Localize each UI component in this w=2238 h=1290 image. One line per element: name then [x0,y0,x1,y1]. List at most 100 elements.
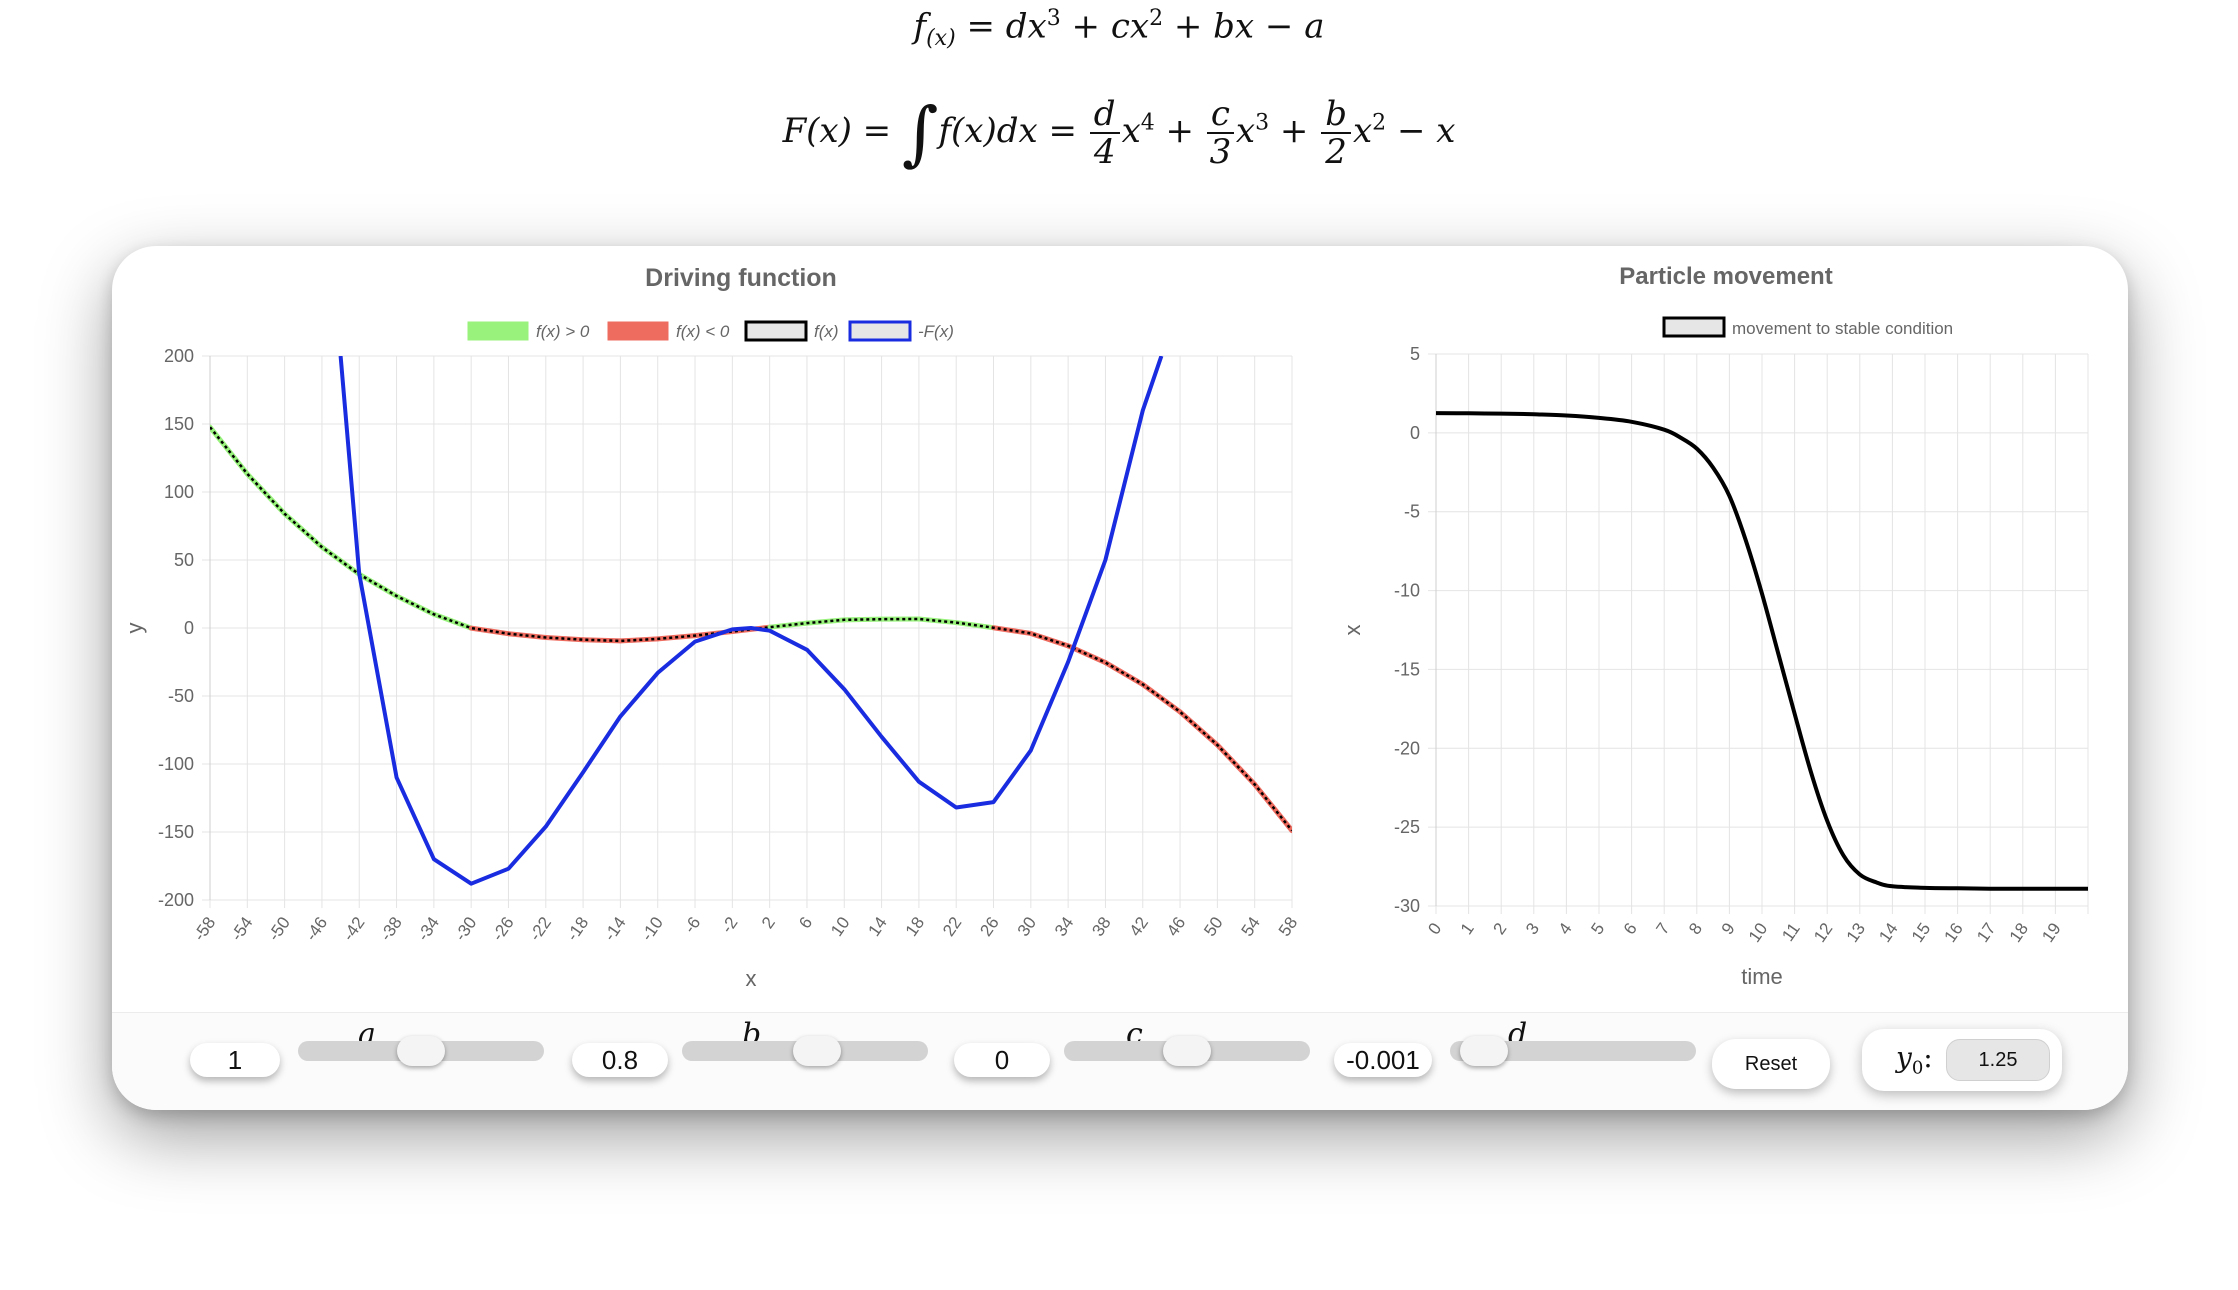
reset-button[interactable]: Reset [1712,1039,1830,1089]
y0-label: y0: [1896,1041,1933,1079]
x-tick-label: 14 [1875,919,1901,945]
param-a-value[interactable]: 1 [190,1043,280,1077]
y-tick-label: -5 [1404,502,1420,522]
x-tick-label: -38 [376,913,406,944]
x-tick-label: 3 [1522,919,1543,938]
x-tick-label: 26 [976,913,1002,939]
x-tick-label: -30 [451,913,481,944]
param-d-value[interactable]: -0.001 [1334,1043,1432,1077]
x-tick-label: -18 [563,913,593,944]
x-tick-label: 9 [1718,919,1739,938]
param-a-slider-handle[interactable] [397,1036,445,1066]
x-tick-label: 14 [864,913,890,939]
x-tick-label: 13 [1843,919,1869,945]
y-axis-label: y [122,623,147,634]
particle-movement-chart: Particle movement movement to stable cond… [1340,263,2089,989]
x-tick-label: 8 [1685,919,1706,938]
y-tick-label: -200 [158,890,194,910]
x-tick-label: -2 [717,913,741,936]
x-tick-label: 0 [1424,919,1445,938]
y-tick-label: 100 [164,482,194,502]
x-tick-label: 19 [2038,919,2064,945]
series-neg-F-line [338,356,1164,886]
x-tick-label: 4 [1555,919,1576,938]
x-axis-label: x [746,966,757,991]
legend-label: f(x) < 0 [676,322,730,341]
x-tick-label: 10 [1745,919,1771,945]
x-tick-label: -58 [190,913,220,944]
x-tick-label: 16 [1940,919,1966,945]
y-tick-label: 150 [164,414,194,434]
param-b-slider-handle[interactable] [792,1036,841,1066]
chart-title: Particle movement [1619,263,1832,290]
x-tick-label: 30 [1014,913,1040,939]
y0-input[interactable]: 1.25 [1946,1039,2050,1081]
legend-swatch [744,320,808,342]
simulation-card: Driving function f(x) > 0 f(x) < 0 f(x) -F(x… [112,246,2128,1110]
x-tick-label: -26 [488,913,518,944]
f-sign-segment [916,616,959,626]
chart-title: Driving function [645,264,837,292]
series-movement-line [1435,411,2088,891]
legend-label: -F(x) [918,322,954,341]
legend-swatch [848,320,912,342]
param-d-slider[interactable] [1450,1041,1696,1061]
legend-swatch [467,321,529,341]
x-tick-label: -46 [302,913,332,944]
x-tick-label: 50 [1200,913,1226,939]
parameter-controls: a 1 b 0.8 c 0 d -0.001 Reset y0: 1.25 [112,1012,2128,1110]
y-tick-label: -25 [1394,817,1420,837]
legend-label: f(x) [814,322,839,341]
x-tick-label: 46 [1163,913,1189,939]
y-tick-label: -10 [1394,581,1420,601]
legend-swatch [607,321,669,341]
param-c-slider-handle[interactable] [1163,1036,1211,1066]
F-formula: F(x) = ∫f(x)dx = d 4 x4 + c 3 x3 + b 2 x2 − x [782,92,1456,174]
x-tick-label: -6 [680,913,704,936]
x-tick-label: 58 [1275,913,1301,939]
x-tick-label: -50 [264,913,294,944]
x-tick-label: 6 [795,913,816,932]
y0-panel: y0: 1.25 [1862,1029,2062,1091]
x-tick-label: 54 [1238,913,1264,939]
x-tick-label: 2 [1489,919,1510,938]
param-c-value[interactable]: 0 [954,1043,1050,1077]
x-tick-label: 42 [1126,913,1152,939]
x-tick-label: 10 [827,913,853,939]
series-f-line [210,426,1292,832]
y-tick-label: 5 [1410,344,1420,364]
x-tick-label: -10 [637,913,667,944]
x-tick-label: 18 [902,913,928,939]
legend-swatch [1662,316,1726,338]
y-tick-label: -30 [1394,896,1420,916]
x-tick-label: 34 [1051,913,1077,939]
x-axis-label: time [1741,964,1783,989]
x-tick-label: 6 [1620,919,1641,938]
x-tick-label: 7 [1652,919,1673,938]
y-axis-label: x [1340,625,1365,636]
y-tick-label: 0 [1410,423,1420,443]
x-tick-label: -22 [525,913,555,944]
x-tick-label: 15 [1908,919,1934,945]
y-tick-label: -20 [1394,738,1420,758]
param-b-value[interactable]: 0.8 [572,1043,668,1077]
x-tick-label: 11 [1778,919,1804,944]
param-d-slider-handle[interactable] [1459,1036,1508,1066]
x-tick-label: -34 [413,913,443,944]
y-tick-label: -50 [168,686,194,706]
driving-function-chart: Driving function f(x) > 0 f(x) < 0 f(x) -F(x… [122,264,1301,991]
x-tick-label: 5 [1587,919,1608,938]
f-sign-segment [580,637,623,644]
x-tick-label: -14 [600,913,630,944]
y-tick-label: -100 [158,754,194,774]
x-tick-label: -54 [227,913,257,944]
x-tick-label: 2 [758,913,779,932]
f-formula: f(x) = dx3 + cx2 + bx − a [913,6,1325,52]
y-tick-label: 0 [184,618,194,638]
x-tick-label: 18 [2006,919,2032,945]
x-tick-label: 22 [939,913,965,939]
x-tick-label: 12 [1810,919,1836,945]
x-tick-label: 38 [1088,913,1114,939]
y-tick-label: 50 [174,550,194,570]
y-tick-label: -150 [158,822,194,842]
